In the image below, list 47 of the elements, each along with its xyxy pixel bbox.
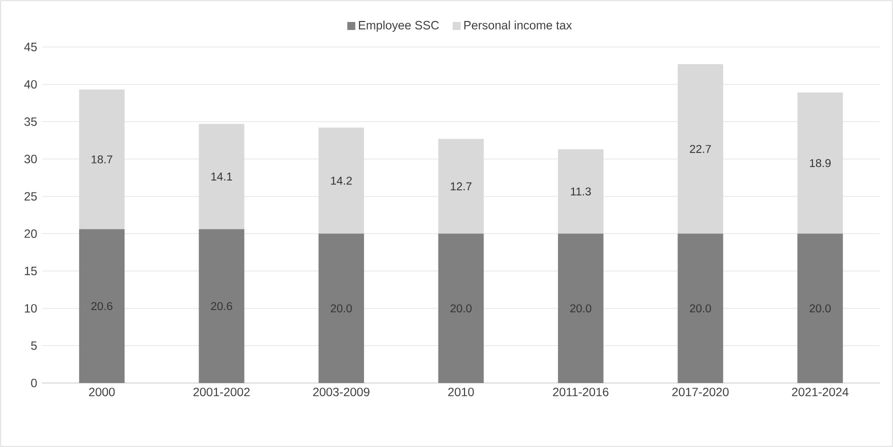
data-label: 20.6 bbox=[211, 302, 232, 310]
data-label: 11.3 bbox=[570, 187, 591, 196]
data-label: 18.7 bbox=[92, 155, 112, 164]
y-tick-label: 25 bbox=[24, 192, 37, 201]
bar bbox=[678, 234, 724, 383]
x-tick-label: 2003-2009 bbox=[313, 388, 370, 396]
x-tick-label: 2010 bbox=[448, 388, 474, 396]
bar bbox=[797, 92, 843, 234]
bar bbox=[797, 234, 843, 383]
bar bbox=[438, 138, 484, 234]
bar bbox=[318, 234, 364, 383]
bar bbox=[678, 64, 724, 234]
bar bbox=[558, 149, 604, 234]
data-label: 22.7 bbox=[690, 144, 711, 153]
bar bbox=[79, 229, 125, 383]
legend-label: Employee SSC bbox=[358, 20, 439, 32]
x-tick-label: 2001-2002 bbox=[193, 388, 250, 396]
y-tick-label: 35 bbox=[24, 117, 37, 126]
x-tick-label: 2021-2024 bbox=[792, 388, 848, 396]
x-tick-label: 2017-2020 bbox=[672, 388, 729, 396]
bar bbox=[79, 90, 125, 230]
bar bbox=[198, 229, 244, 383]
data-label: 12.7 bbox=[450, 182, 472, 190]
y-tick-label: 5 bbox=[31, 341, 37, 350]
data-label: 20.0 bbox=[330, 304, 352, 312]
data-label: 18.9 bbox=[810, 159, 831, 168]
bar bbox=[438, 234, 484, 383]
bar bbox=[558, 234, 604, 383]
data-label: 20.0 bbox=[570, 304, 592, 312]
bar bbox=[198, 124, 244, 230]
data-label: 20.0 bbox=[690, 304, 712, 312]
y-tick-label: 45 bbox=[24, 42, 37, 52]
y-tick-label: 40 bbox=[24, 80, 37, 89]
data-label: 20.6 bbox=[91, 302, 112, 310]
y-tick-label: 30 bbox=[24, 154, 37, 164]
x-tick-label: 2000 bbox=[89, 388, 115, 396]
data-label: 20.0 bbox=[810, 304, 831, 312]
data-label: 14.1 bbox=[211, 172, 232, 180]
data-label: 14.2 bbox=[331, 176, 352, 185]
legend-label: Personal income tax bbox=[464, 20, 572, 30]
y-tick-label: 20 bbox=[24, 229, 37, 238]
bar bbox=[318, 128, 364, 234]
data-label: 20.0 bbox=[450, 304, 472, 312]
y-tick-label: 15 bbox=[24, 266, 37, 276]
x-tick-label: 2011-2016 bbox=[553, 388, 608, 396]
y-tick-label: 0 bbox=[31, 378, 37, 388]
y-tick-label: 10 bbox=[24, 304, 37, 313]
